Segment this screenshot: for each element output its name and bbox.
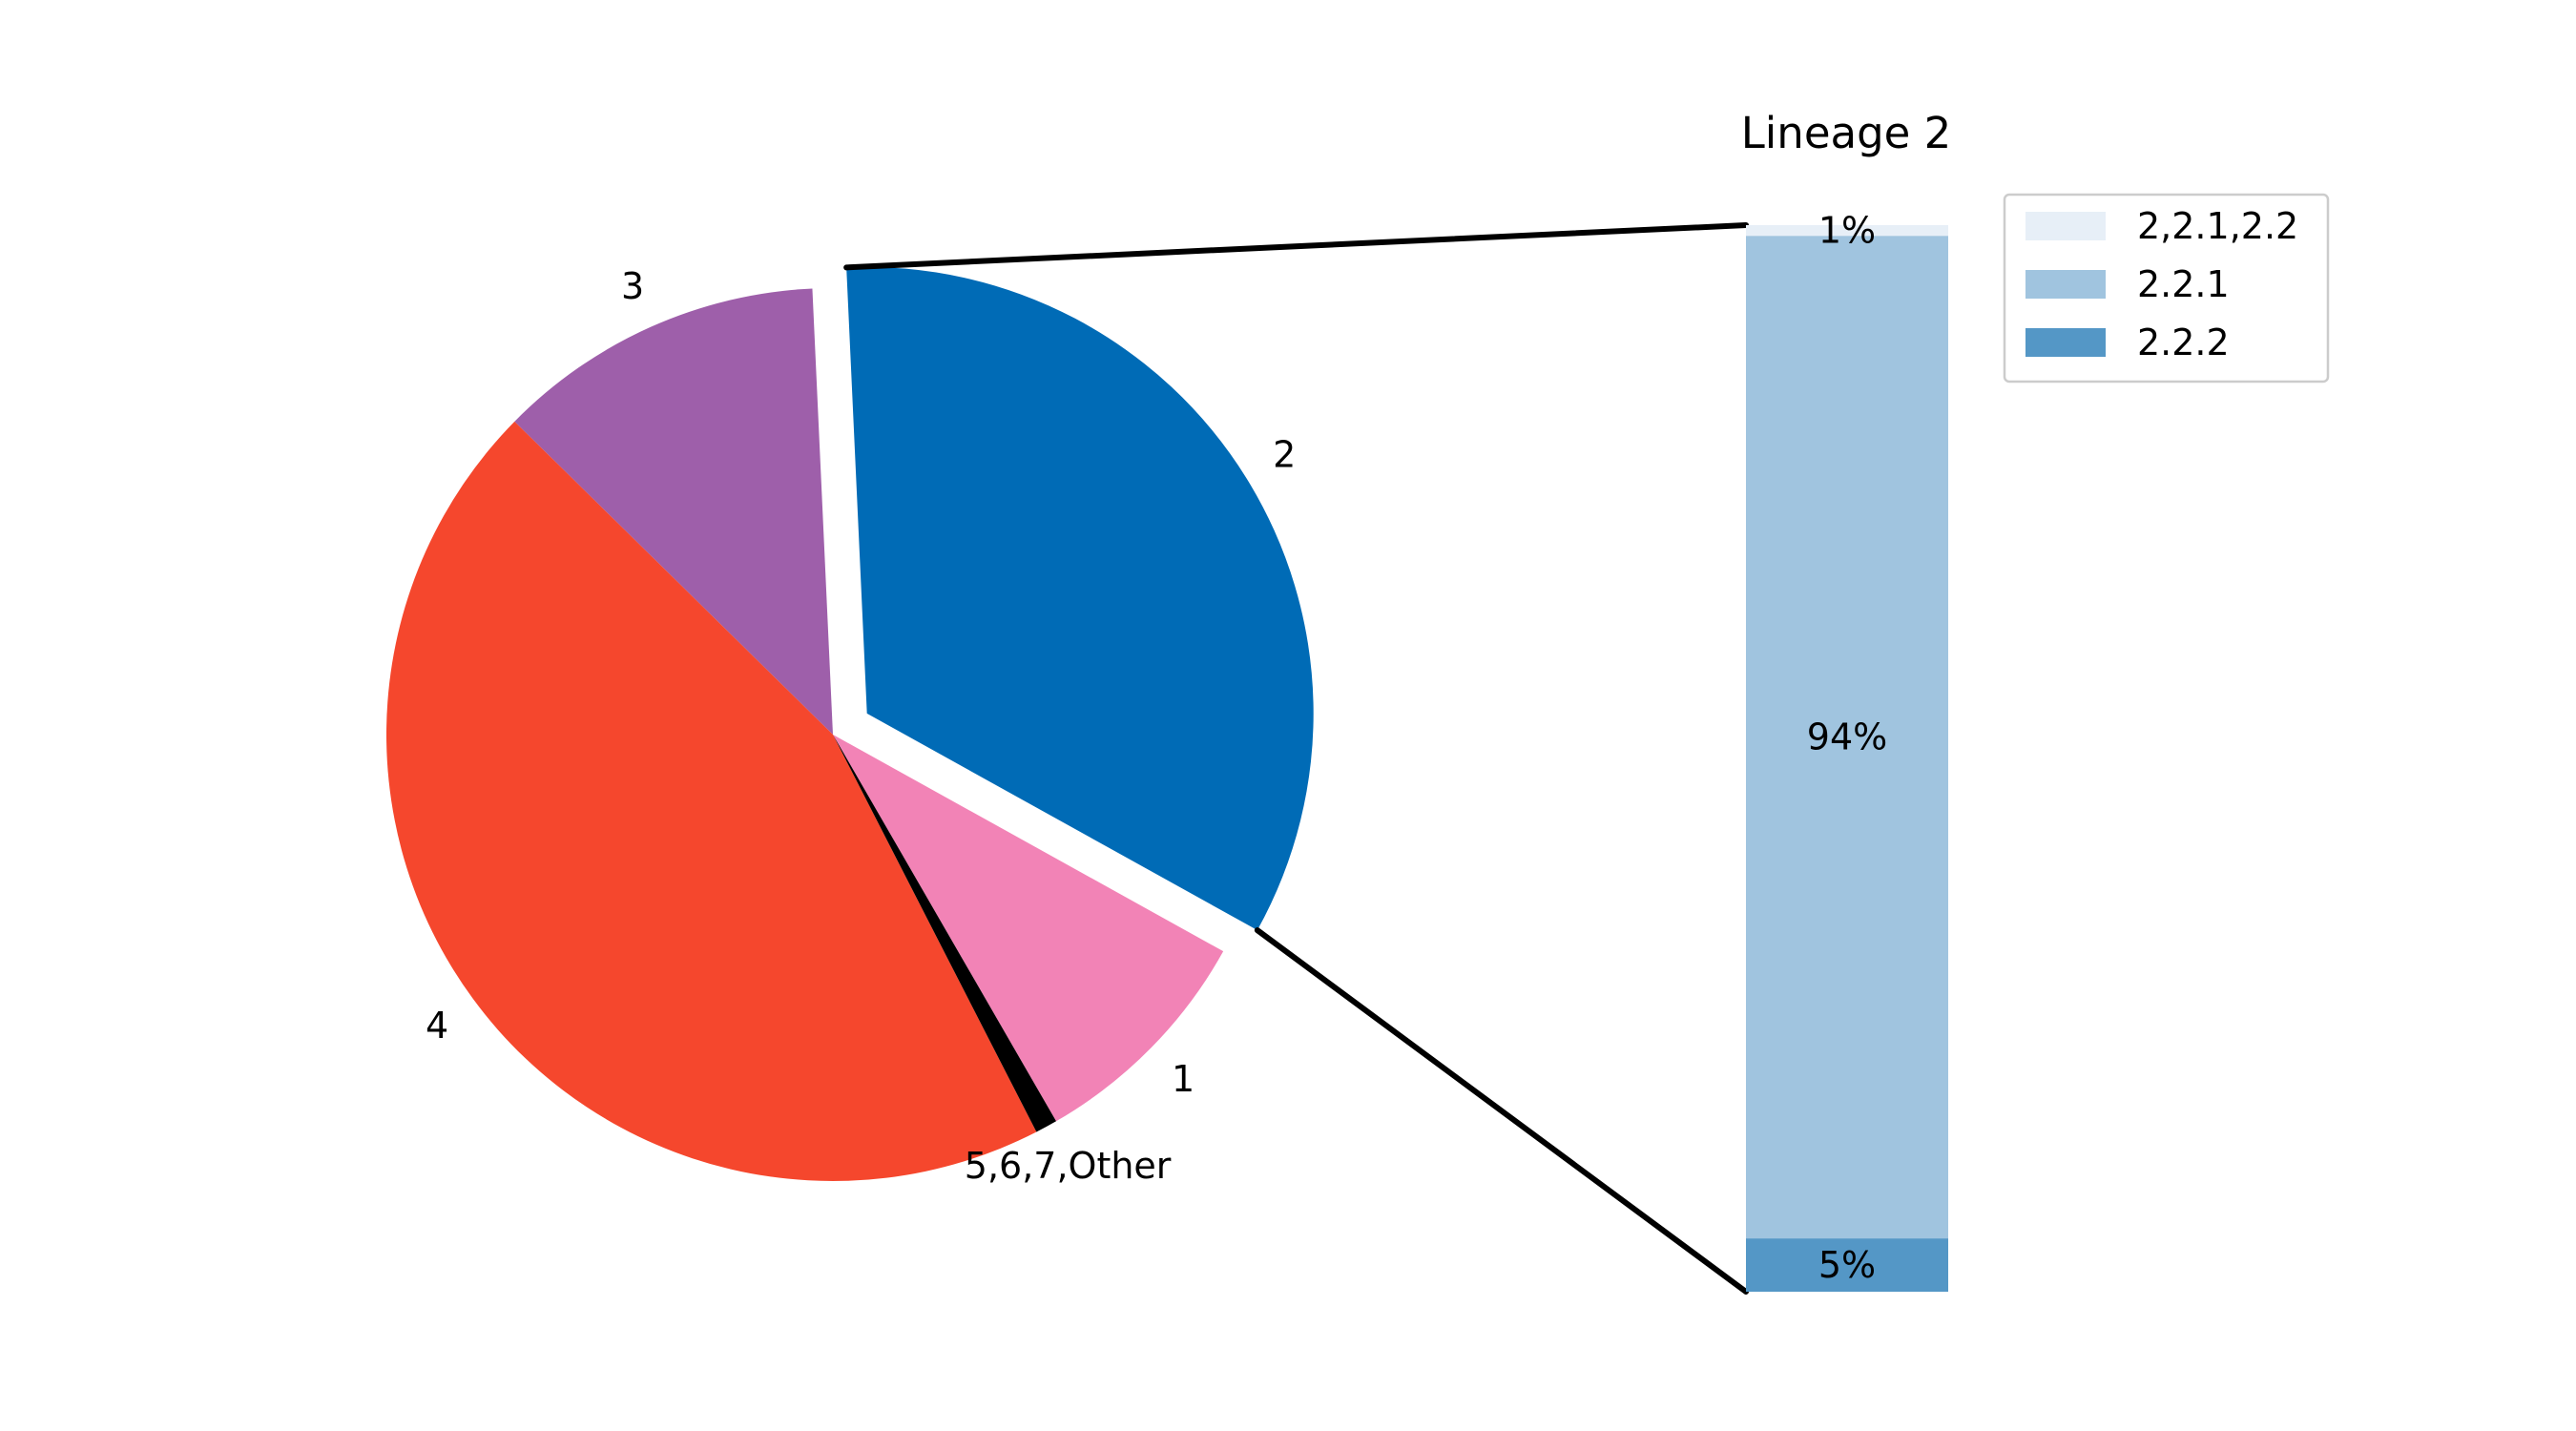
pie-slice-1 — [833, 735, 1224, 1122]
bar-label-2-2-2: 5% — [1818, 1244, 1876, 1286]
legend-label-2-2-2: 2.2.2 — [2137, 321, 2230, 363]
bar-label-2-2-1-2-2: 1% — [1818, 210, 1876, 252]
pie-label-3: 3 — [621, 265, 644, 307]
connector-line-bottom — [1254, 927, 1749, 1295]
legend-swatch-2-2-1-2-2 — [2025, 212, 2106, 240]
legend-swatch-2-2-2 — [2025, 328, 2106, 357]
stacked-bar-chart: Lineage 2 5% 94% 1% — [1741, 108, 1952, 1292]
connector-lines — [843, 222, 1749, 1295]
pie-label-2: 2 — [1273, 434, 1296, 476]
legend: 2,2.1,2.2 2.2.1 2.2.2 — [2003, 193, 2330, 384]
bar-segment-2-2-2 — [1746, 1238, 1948, 1292]
pie-chart: 1 2 3 4 5,6,7,Other — [386, 265, 1314, 1187]
pie-slice-4 — [386, 421, 1037, 1182]
pie-label-4: 4 — [426, 1005, 448, 1047]
pie-label-1: 1 — [1172, 1058, 1195, 1100]
pie-slice-2 — [846, 266, 1314, 931]
legend-label-2-2-1-2-2: 2,2.1,2.2 — [2137, 205, 2298, 247]
pie-label-5-6-7-other: 5,6,7,Other — [965, 1145, 1172, 1187]
bar-segment-2-2-1-2-2 — [1746, 225, 1948, 237]
legend-label-2-2-1: 2.2.1 — [2137, 263, 2230, 305]
bar-segment-2-2-1 — [1746, 236, 1948, 1239]
legend-swatch-2-2-1 — [2025, 270, 2106, 299]
pie-slice-5-6-7-other — [833, 735, 1056, 1132]
connector-line-top — [843, 222, 1749, 271]
pie-slice-3 — [514, 288, 833, 735]
bar-chart-title: Lineage 2 — [1741, 108, 1952, 158]
bar-label-2-2-1: 94% — [1807, 716, 1887, 758]
